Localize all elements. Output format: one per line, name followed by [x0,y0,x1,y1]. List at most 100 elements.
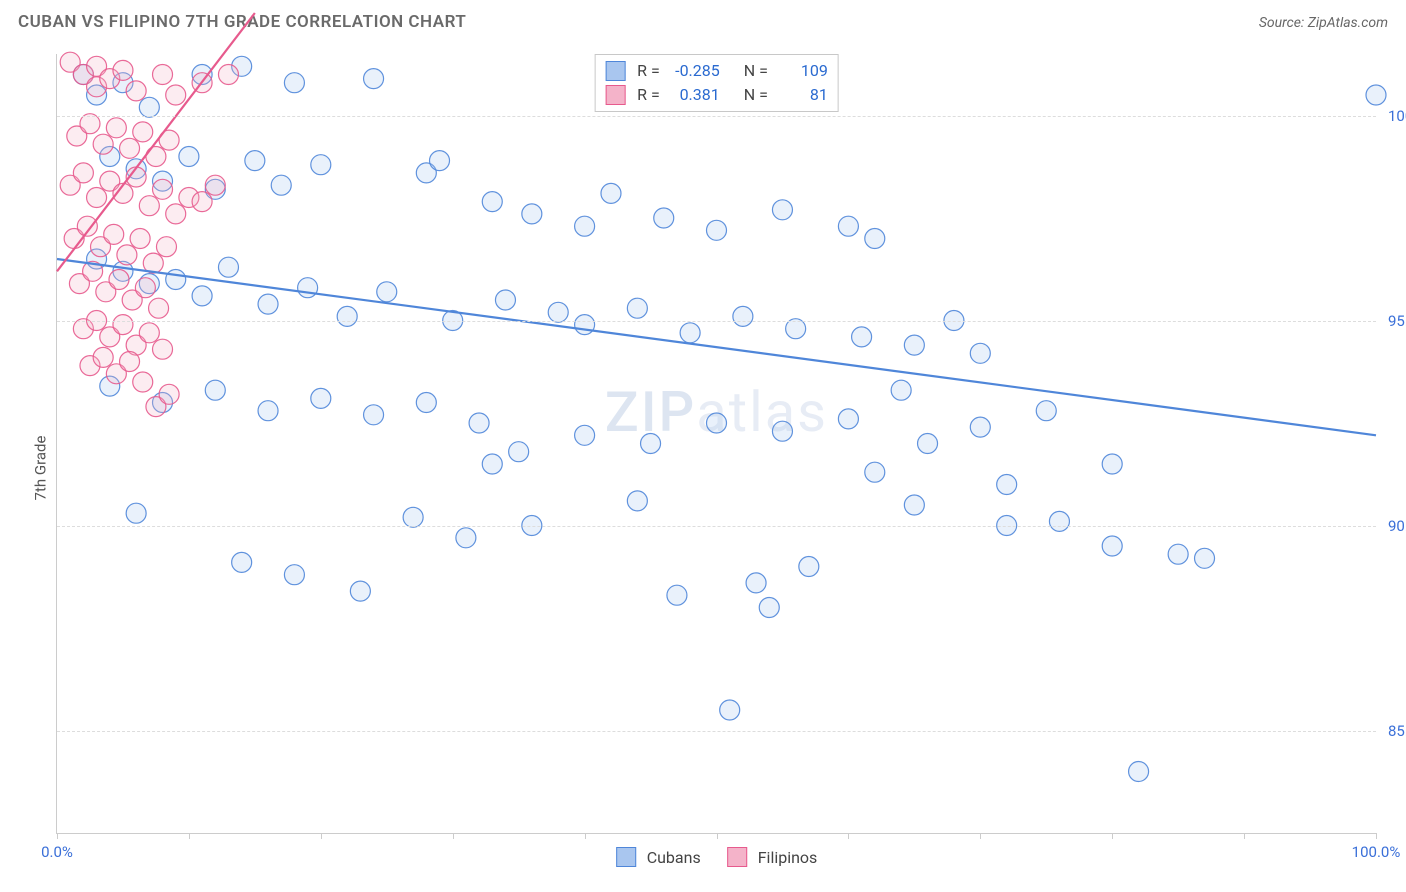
legend-item: Filipinos [727,847,818,867]
r-label: R = [637,83,660,107]
scatter-point [109,270,129,290]
gridline [57,116,1376,117]
gridline [57,731,1376,732]
scatter-point [258,401,278,421]
scatter-point [495,290,515,310]
scatter-point [575,216,595,236]
scatter-point [130,229,150,249]
scatter-point [786,319,806,339]
scatter-point [205,175,225,195]
x-tick [57,833,58,839]
scatter-point [627,298,647,318]
scatter-point [772,200,792,220]
y-axis-label: 7th Grade [31,436,49,501]
gridline [57,526,1376,527]
x-tick [189,833,190,839]
scatter-point [271,175,291,195]
scatter-point [1102,454,1122,474]
scatter-point [149,298,169,318]
scatter-point [104,224,124,244]
scatter-point [852,327,872,347]
scatter-point [680,323,700,343]
scatter-point [970,417,990,437]
scatter-point [548,302,568,322]
legend-item: Cubans [616,847,701,867]
scatter-point [733,306,753,326]
scatter-point [166,270,186,290]
scatter-point [707,413,727,433]
series-swatch [727,847,747,867]
scatter-point [135,278,155,298]
x-tick [1376,833,1377,839]
scatter-point [838,216,858,236]
scatter-point [509,442,529,462]
scatter-point [153,179,173,199]
scatter-point [192,286,212,306]
scatter-point [1102,536,1122,556]
correlation-stats-box: R =-0.285 N =109R =0.381 N =81 [594,54,839,112]
scatter-point [139,196,159,216]
r-label: R = [637,59,660,83]
scatter-point [403,507,423,527]
scatter-point [904,335,924,355]
scatter-point [469,413,489,433]
stats-row: R =-0.285 N =109 [605,59,828,83]
series-swatch [616,847,636,867]
scatter-point [218,257,238,277]
scatter-point [311,388,331,408]
legend-label: Cubans [647,848,701,867]
scatter-point [707,220,727,240]
scatter-point [456,528,476,548]
scatter-point [284,565,304,585]
trend-line [57,259,1376,435]
scatter-point [772,421,792,441]
series-swatch [605,61,625,81]
scatter-point [153,65,173,85]
scatter-point [126,81,146,101]
y-tick-label: 95.0% [1378,312,1406,330]
scatter-point [746,573,766,593]
scatter-point [1168,544,1188,564]
scatter-point [482,192,502,212]
scatter-point [113,315,133,335]
scatter-point [904,495,924,515]
scatter-point [232,552,252,572]
scatter-point [139,323,159,343]
scatter-point [575,425,595,445]
scatter-point [970,343,990,363]
chart-source: Source: ZipAtlas.com [1259,15,1388,31]
scatter-point [364,69,384,89]
x-tick [1112,833,1113,839]
x-tick-label: 0.0% [41,843,73,861]
scatter-point [1129,762,1149,782]
scatter-point [891,380,911,400]
x-tick [585,833,586,839]
chart-header: CUBAN VS FILIPINO 7TH GRADE CORRELATION … [0,0,1406,40]
scatter-point [120,352,140,372]
y-tick-label: 100.0% [1378,107,1406,125]
scatter-point [87,188,107,208]
scatter-point [482,454,502,474]
scatter-point [126,503,146,523]
legend-label: Filipinos [758,848,818,867]
x-tick [1244,833,1245,839]
scatter-point [627,491,647,511]
scatter-point [93,134,113,154]
x-tick [453,833,454,839]
scatter-point [156,237,176,257]
scatter-point [759,598,779,618]
scatter-point [364,405,384,425]
scatter-point [311,155,331,175]
y-tick-label: 90.0% [1378,517,1406,535]
scatter-svg [57,54,1376,833]
scatter-point [654,208,674,228]
scatter-point [218,65,238,85]
scatter-point [298,278,318,298]
scatter-point [430,151,450,171]
scatter-point [245,151,265,171]
scatter-point [133,122,153,142]
scatter-point [350,581,370,601]
scatter-point [93,347,113,367]
scatter-point [258,294,278,314]
x-tick [321,833,322,839]
